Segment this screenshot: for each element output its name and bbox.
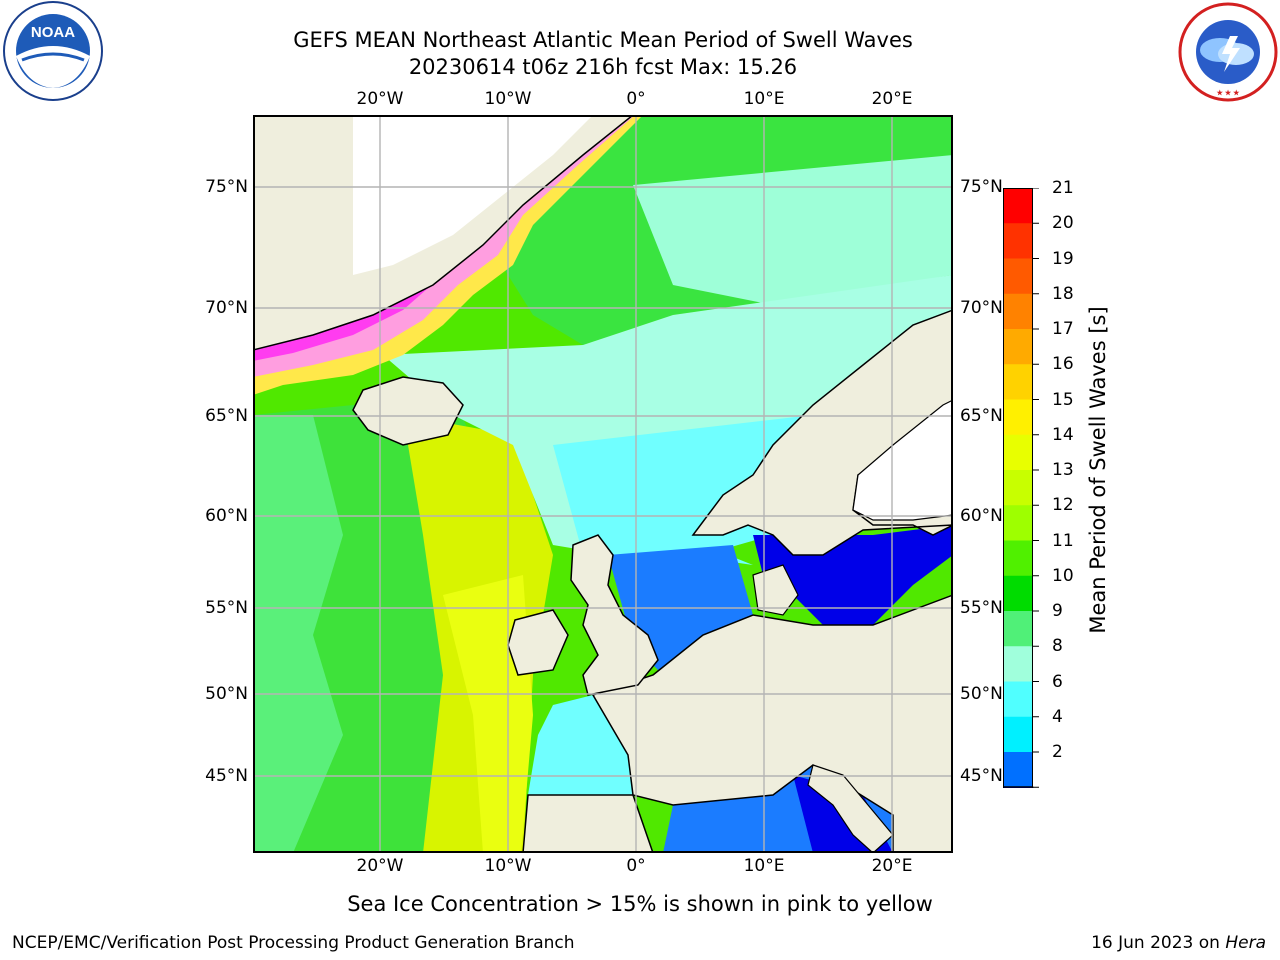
lat-tick-right: 50°N xyxy=(960,684,1003,704)
colorbar-swatch xyxy=(1003,752,1033,788)
colorbar-swatch xyxy=(1003,188,1033,224)
noaa-logo: NOAA xyxy=(2,0,104,102)
chart-title: GEFS MEAN Northeast Atlantic Mean Period… xyxy=(293,28,913,52)
colorbar-swatch xyxy=(1003,681,1033,718)
colorbar-label: 4 xyxy=(1052,706,1063,727)
colorbar-swatch xyxy=(1003,611,1033,647)
lat-tick-left: 60°N xyxy=(205,506,248,526)
colorbar-label: 15 xyxy=(1052,389,1074,410)
colorbar-swatch xyxy=(1003,434,1033,471)
colorbar-label: 11 xyxy=(1052,530,1074,551)
map-panel xyxy=(253,115,953,853)
lat-tick-right: 55°N xyxy=(960,598,1003,618)
lat-tick-left: 50°N xyxy=(205,684,248,704)
map-frame xyxy=(253,115,953,853)
nws-logo: ★ ★ ★ xyxy=(1178,2,1278,102)
colorbar-swatch xyxy=(1003,646,1033,682)
iberia xyxy=(522,794,654,853)
swell-zone-8-9s xyxy=(383,275,953,555)
colorbar-swatch xyxy=(1003,470,1033,506)
lon-tick-top: 20°E xyxy=(871,89,913,109)
colorbar-swatch xyxy=(1003,293,1033,330)
render-date: 16 Jun 2023 on xyxy=(1091,933,1226,953)
colorbar-swatch xyxy=(1003,223,1033,259)
colorbar-frame xyxy=(1003,188,1033,788)
colorbar-swatch xyxy=(1003,399,1033,436)
lon-tick-bottom: 20°W xyxy=(356,856,404,876)
colorbar-title: Mean Period of Swell Waves [s] xyxy=(1086,306,1110,634)
colorbar-label: 6 xyxy=(1052,671,1063,692)
colorbar-label: 21 xyxy=(1052,178,1074,198)
lat-tick-right: 45°N xyxy=(960,766,1003,786)
colorbar-label: 10 xyxy=(1052,565,1074,586)
greenland-coast xyxy=(253,115,635,351)
italy xyxy=(807,764,894,853)
render-host: Hera xyxy=(1225,933,1266,953)
lat-tick-left: 75°N xyxy=(205,177,248,197)
lat-tick-left: 45°N xyxy=(205,766,248,786)
lon-tick-top: 20°W xyxy=(356,89,404,109)
scandinavia-no-data xyxy=(852,399,953,521)
colorbar xyxy=(1002,187,1039,815)
graticule xyxy=(253,115,953,853)
lon-tick-bottom: 0° xyxy=(626,856,646,876)
swell-zone-9-10s xyxy=(253,415,343,853)
lat-tick-left: 55°N xyxy=(205,598,248,618)
lat-tick-right: 70°N xyxy=(960,298,1003,318)
lon-tick-bottom: 10°W xyxy=(484,856,532,876)
chart-subtitle: 20230614 t06z 216h fcst Max: 15.26 xyxy=(408,55,798,79)
colorbar-label: 13 xyxy=(1052,460,1074,480)
colorbar-label: 20 xyxy=(1052,213,1074,234)
colorbar-label: 9 xyxy=(1052,601,1063,621)
map-canvas xyxy=(253,115,953,853)
lon-tick-top: 10°W xyxy=(484,89,532,109)
colorbar-label: 16 xyxy=(1052,354,1074,375)
colorbar-label: 8 xyxy=(1052,636,1063,657)
lat-tick-right: 60°N xyxy=(960,506,1003,526)
lon-tick-top: 10°E xyxy=(743,89,785,109)
producer-credit: NCEP/EMC/Verification Post Processing Pr… xyxy=(12,933,575,953)
sea-ice-note: Sea Ice Concentration > 15% is shown in … xyxy=(347,892,933,916)
svg-text:★ ★ ★: ★ ★ ★ xyxy=(1217,89,1240,97)
colorbar-label: 18 xyxy=(1052,283,1074,304)
colorbar-swatch xyxy=(1003,364,1033,400)
colorbar-label: 19 xyxy=(1052,248,1074,269)
colorbar-swatch xyxy=(1003,716,1033,753)
swell-zone-8-9s-north xyxy=(633,155,953,305)
colorbar-swatch xyxy=(1003,575,1033,612)
render-stamp: 16 Jun 2023 on Hera xyxy=(1091,933,1266,953)
lon-tick-top: 0° xyxy=(626,89,646,109)
colorbar-swatches xyxy=(1002,187,1039,815)
colorbar-extend-triangle xyxy=(1002,786,1034,815)
colorbar-label: 14 xyxy=(1052,424,1074,445)
greenland-ice-sheet xyxy=(353,115,593,275)
colorbar-label: 12 xyxy=(1052,495,1074,516)
colorbar-swatch xyxy=(1003,329,1033,365)
continental-europe xyxy=(591,594,953,853)
colorbar-swatch xyxy=(1003,505,1033,541)
lon-tick-bottom: 20°E xyxy=(871,856,913,876)
lat-tick-right: 75°N xyxy=(960,177,1003,197)
lat-tick-left: 70°N xyxy=(205,298,248,318)
colorbar-label: 17 xyxy=(1052,319,1074,339)
lat-tick-left: 65°N xyxy=(205,406,248,426)
colorbar-swatch xyxy=(1003,258,1033,295)
lat-tick-right: 65°N xyxy=(960,406,1003,426)
lon-tick-bottom: 10°E xyxy=(743,856,785,876)
noaa-logo-text: NOAA xyxy=(31,24,75,41)
colorbar-swatch xyxy=(1003,540,1033,577)
colorbar-label: 2 xyxy=(1052,742,1063,762)
